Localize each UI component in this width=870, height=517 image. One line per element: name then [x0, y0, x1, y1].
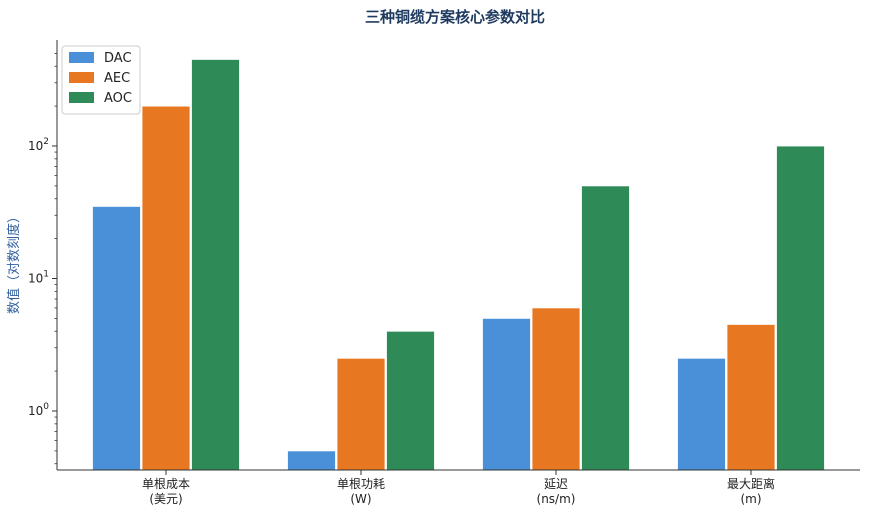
- category-label: 单根功耗: [337, 477, 385, 491]
- axes-group: [56, 40, 860, 471]
- chart-title: 三种铜缆方案核心参数对比: [365, 8, 545, 26]
- y-axis-label: 数值（对数刻度）: [6, 210, 22, 314]
- bar-aec-1: [336, 357, 386, 471]
- y-tick-label: 101: [28, 270, 49, 286]
- legend-swatch-aoc: [69, 92, 94, 103]
- x-ticks-group: 单根成本(美元) 单根功耗(W) 延迟(ns/m) 最大距离(m): [142, 470, 775, 506]
- category-unit-label: (m): [740, 492, 761, 506]
- y-tick-exponent: 0: [43, 402, 49, 412]
- legend: DAC AEC AOC: [61, 45, 141, 115]
- y-tick-exponent: 2: [43, 137, 49, 147]
- y-tick-base: 10: [28, 404, 43, 418]
- category-unit-label: (美元): [149, 492, 182, 506]
- bar-aec-3: [726, 324, 776, 471]
- bar-dac-0: [92, 206, 141, 471]
- legend-label-dac: DAC: [104, 51, 132, 66]
- y-tick-base: 10: [28, 272, 43, 286]
- bar-dac-1: [287, 450, 336, 471]
- category-label: 延迟: [544, 477, 568, 491]
- y-tick-label: 102: [28, 137, 49, 153]
- bar-aec-2: [531, 307, 581, 471]
- bar-dac-3: [677, 357, 726, 471]
- bar-aec-0: [141, 105, 191, 471]
- legend-label-aec: AEC: [104, 71, 130, 86]
- category-label: 最大距离: [727, 476, 775, 491]
- legend-swatch-dac: [69, 52, 94, 63]
- category-unit-label: (ns/m): [537, 492, 576, 506]
- y-tick-base: 10: [28, 139, 43, 153]
- category-label: 单根成本: [142, 477, 190, 491]
- bars-group: [92, 59, 825, 471]
- y-tick-exponent: 1: [43, 270, 49, 280]
- category-unit-label: (W): [350, 492, 371, 506]
- bar-dac-2: [482, 317, 531, 471]
- bar-aoc-0: [191, 59, 240, 471]
- bar-aoc-1: [386, 330, 435, 471]
- legend-label-aoc: AOC: [104, 91, 132, 106]
- bar-aoc-3: [776, 145, 825, 471]
- legend-swatch-aec: [69, 72, 94, 83]
- bar-aoc-2: [581, 185, 630, 471]
- y-tick-label: 100: [28, 402, 49, 418]
